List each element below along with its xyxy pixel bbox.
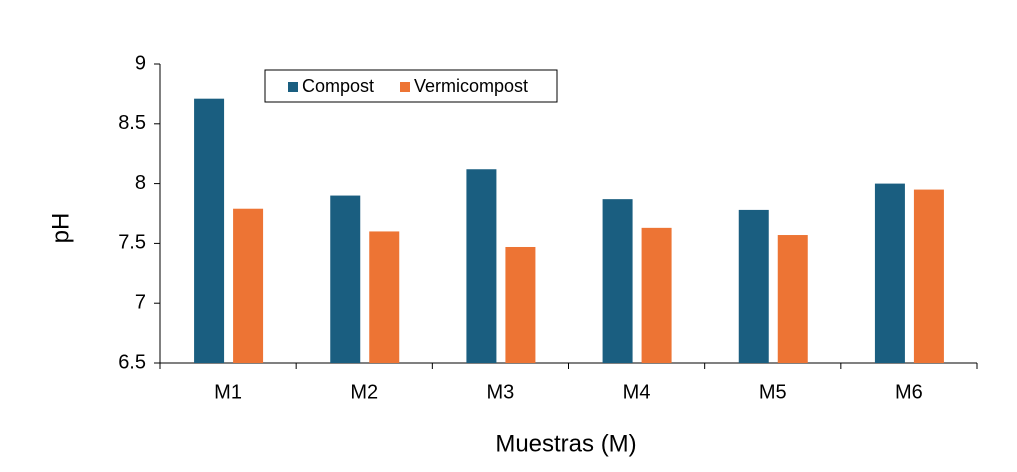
y-tick-label: 6.5 [118,351,146,373]
x-tick-label: M4 [623,381,651,403]
x-axis-label: Muestras (M) [495,430,636,457]
y-axis-label: pH [47,213,74,244]
x-tick-label: M1 [214,381,242,403]
legend-label: Vermicompost [414,76,528,96]
bar [369,231,400,363]
legend-swatch [288,82,298,92]
x-tick-label: M5 [759,381,787,403]
bar [641,227,672,363]
bar [738,209,769,363]
x-tick-label: M6 [895,381,923,403]
y-tick-label: 7 [135,291,146,313]
y-tick-label: 7.5 [118,232,146,254]
x-tick-label: M3 [487,381,515,403]
bar [505,246,536,363]
bar [913,189,944,363]
bar [602,199,633,363]
y-tick-label: 9 [135,52,146,74]
legend-label: Compost [302,76,374,96]
bar [194,98,225,364]
legend-swatch [400,82,410,92]
bar [330,195,361,363]
bar [466,169,497,363]
x-tick-label: M2 [350,381,378,403]
y-tick-label: 8.5 [118,112,146,134]
legend-box [264,69,558,103]
bar [874,183,905,363]
bar [777,235,808,363]
bar [233,208,264,363]
y-tick-label: 8 [135,172,146,194]
